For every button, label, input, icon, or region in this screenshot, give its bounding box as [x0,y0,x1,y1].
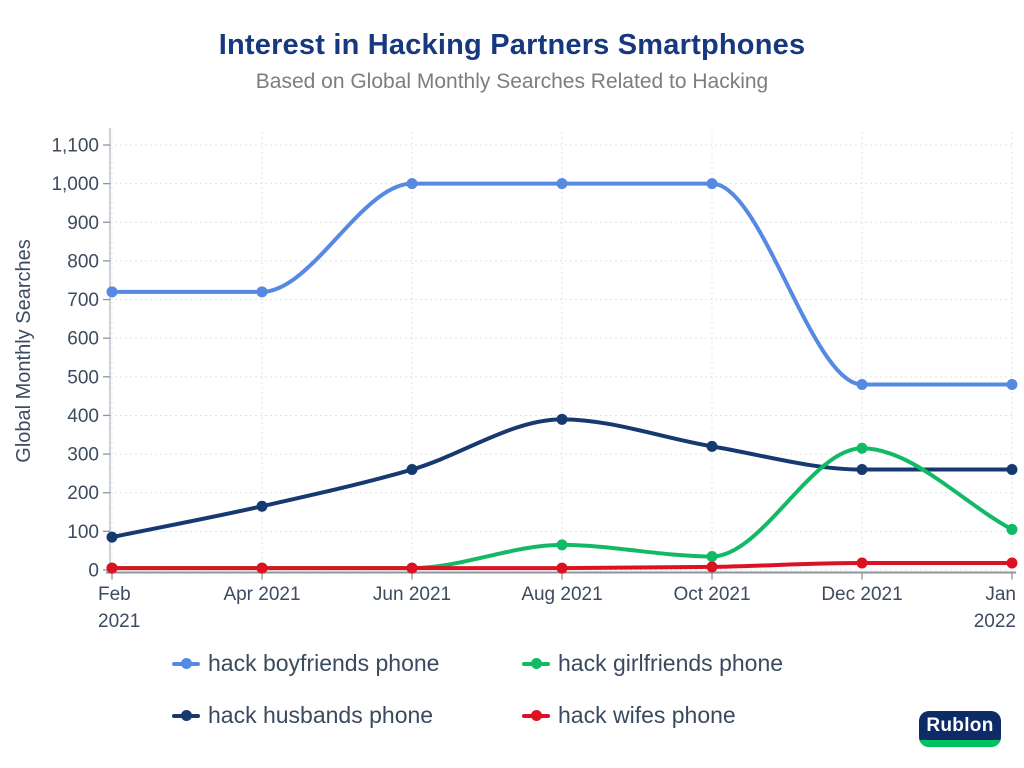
legend-item-hack-husbands-phone: hack husbands phone [172,702,522,729]
x-tick-label: Jan [985,584,1016,605]
series-hack-wifes-phone-point [256,562,268,574]
series-hack-boyfriends-phone-point [406,178,418,190]
series-hack-husbands-phone-point [1006,464,1018,476]
rublon-logo-green-bar [919,740,1001,747]
series-hack-girlfriends-phone-point [706,550,718,562]
series-hack-wifes-phone-point [406,562,418,574]
series-hack-husbands-phone-point [856,464,868,476]
legend-marker-icon [172,710,200,722]
legend-item-hack-wifes-phone: hack wifes phone [522,702,922,729]
legend-item-hack-girlfriends-phone: hack girlfriends phone [522,650,922,677]
legend-marker-icon [172,658,200,670]
legend-marker-icon [522,710,550,722]
y-tick-label: 600 [67,329,99,350]
y-tick-label: 900 [67,213,99,234]
rublon-logo: Rublon [919,711,1001,747]
legend-item-hack-boyfriends-phone: hack boyfriends phone [172,650,522,677]
legend-marker-icon [522,658,550,670]
legend-label: hack girlfriends phone [558,650,784,676]
y-tick-label: 100 [67,522,99,543]
x-tick-label: Oct 2021 [673,584,750,605]
series-hack-husbands-phone-point [256,500,268,512]
series-hack-wifes-phone-point [706,561,718,573]
x-tick-label: 2022 [974,611,1016,632]
series-hack-boyfriends-phone-point [706,178,718,190]
series-hack-husbands-phone-point [556,413,568,425]
x-tick-label: 2021 [98,611,140,632]
series-hack-boyfriends-phone-point [556,178,568,190]
chart-subtitle: Based on Global Monthly Searches Related… [255,70,769,94]
y-tick-label: 700 [67,290,99,311]
series-hack-girlfriends-phone-point [856,442,868,454]
x-tick-label: Dec 2021 [821,584,902,605]
series-hack-wifes-phone-point [1006,557,1018,569]
y-tick-label: 200 [67,483,99,504]
x-tick-label: Aug 2021 [521,584,602,605]
series-hack-boyfriends-phone-point [256,286,268,298]
series-hack-husbands-phone-point [106,531,118,543]
series-hack-wifes-phone-point [856,557,868,569]
y-tick-label: 400 [67,406,99,427]
y-tick-label: 300 [67,445,99,466]
series-hack-boyfriends-phone-point [106,286,118,298]
chart-legend: hack boyfriends phone hack girlfriends ph… [172,650,922,729]
rublon-logo-text: Rublon [926,714,994,736]
series-hack-girlfriends-phone-point [556,539,568,551]
series-hack-boyfriends-phone-point [856,379,868,391]
legend-label: hack wifes phone [558,702,736,728]
y-tick-label: 800 [67,251,99,272]
series-hack-girlfriends-phone-point [1006,523,1018,535]
series-hack-husbands-phone-point [406,464,418,476]
series-hack-wifes-phone-point [556,562,568,574]
y-tick-label: 0 [88,561,99,582]
y-tick-label: 500 [67,367,99,388]
x-tick-label: Jun 2021 [373,584,451,605]
y-axis-title: Global Monthly Searches [13,239,35,462]
y-tick-label: 1,000 [51,174,99,195]
series-hack-boyfriends-phone-point [1006,379,1018,391]
chart-title: Interest in Hacking Partners Smartphones [218,29,806,62]
series-hack-husbands-phone-point [706,440,718,452]
x-tick-label: Feb [98,584,131,605]
series-hack-wifes-phone-point [106,562,118,574]
x-tick-label: Apr 2021 [223,584,300,605]
y-tick-label: 1,100 [51,136,99,157]
legend-label: hack husbands phone [208,702,434,728]
legend-label: hack boyfriends phone [208,650,440,676]
